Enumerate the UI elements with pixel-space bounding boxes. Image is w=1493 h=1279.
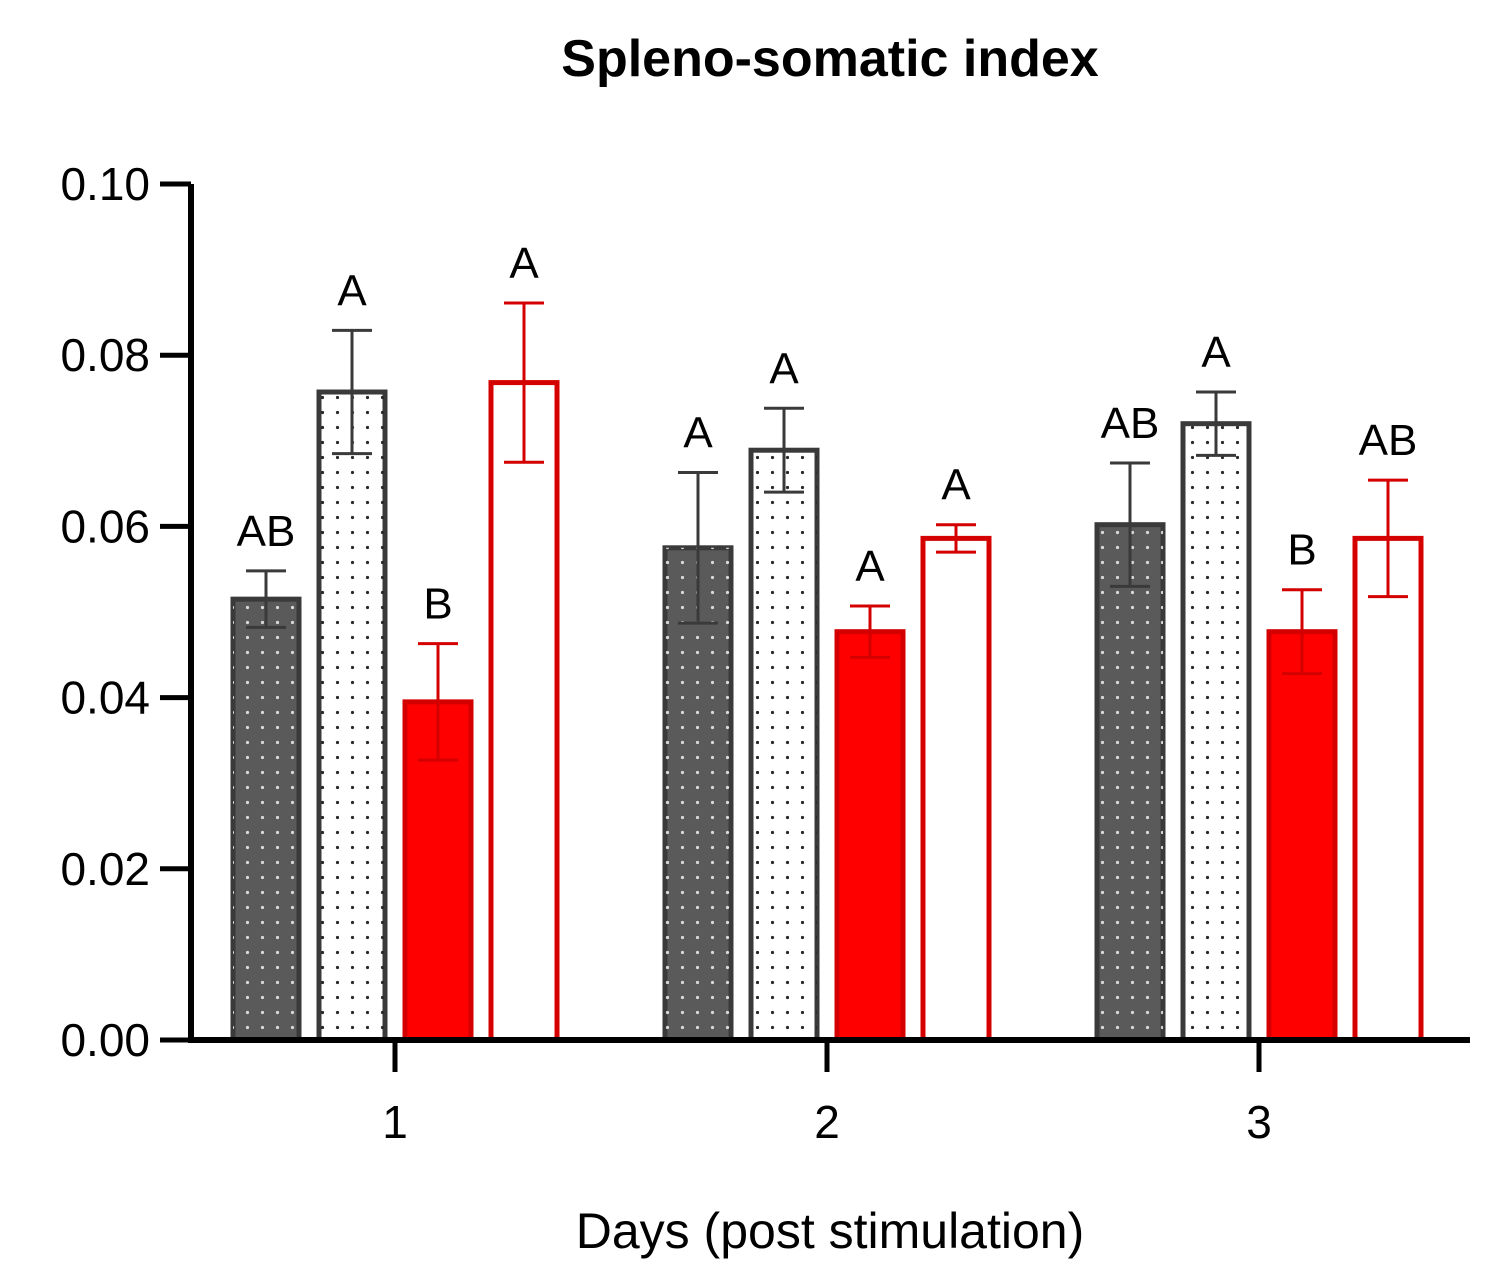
y-axis-ticks: 0.00 0.02 0.04 0.06 0.08 0.10 [60,158,191,1066]
bar-pattern [1183,423,1249,1040]
significance-letter: A [769,344,799,393]
y-tick-label: 0.06 [60,500,150,552]
y-tick-label: 0.10 [60,158,150,210]
chart-title: Spleno-somatic index [561,30,1099,88]
bar [834,629,906,1043]
significance-letter: AB [1101,399,1160,448]
bar [1266,629,1338,1043]
bar-pattern [1097,524,1163,1040]
significance-letter: A [855,542,885,591]
bar [1352,535,1424,1043]
y-tick-label: 0.02 [60,843,150,895]
y-tick-label: 0.00 [60,1014,150,1066]
significance-letter: A [683,408,713,457]
y-tick-label: 0.04 [60,672,150,724]
significance-letter: A [1201,328,1231,377]
bar-pattern [751,450,817,1040]
significance-letter: B [1287,526,1316,575]
x-tick-label: 1 [382,1096,408,1148]
x-tick-label: 2 [814,1096,840,1148]
significance-letter: AB [237,507,296,556]
error-bars [246,301,1408,762]
bar-pattern [233,599,299,1040]
bar-pattern [665,547,731,1040]
bar [488,380,560,1043]
y-tick-label: 0.08 [60,329,150,381]
bar [920,535,992,1043]
bar-pattern [319,392,385,1040]
bars [230,380,1424,1043]
x-axis-label: Days (post stimulation) [576,1203,1085,1259]
significance-letter: A [509,239,539,288]
x-tick-label: 3 [1246,1096,1272,1148]
significance-letter: A [941,461,971,510]
significance-letter: A [337,266,367,315]
significance-letter: AB [1359,416,1418,465]
significance-letter: B [423,580,452,629]
x-axis-ticks: 1 2 3 [382,1040,1272,1148]
